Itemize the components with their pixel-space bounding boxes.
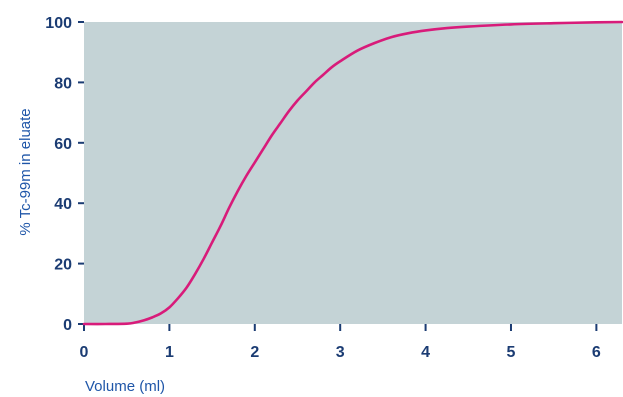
x-tick-label: 6 xyxy=(592,344,601,361)
series-line xyxy=(82,20,623,326)
y-tick-label: 0 xyxy=(63,317,72,334)
x-tick-label: 0 xyxy=(80,344,89,361)
y-tick-label: 100 xyxy=(45,15,72,32)
plot-area xyxy=(84,22,622,324)
x-axis: 0 1 2 3 4 5 6 xyxy=(80,324,601,361)
y-tick-label: 40 xyxy=(54,196,72,213)
x-tick-label: 1 xyxy=(165,344,174,361)
y-tick-label: 60 xyxy=(54,136,72,153)
y-tick-label: 20 xyxy=(54,257,72,274)
x-tick-label: 3 xyxy=(336,344,345,361)
y-tick-label: 80 xyxy=(54,75,72,92)
x-tick-label: 2 xyxy=(250,344,259,361)
x-tick-label: 5 xyxy=(507,344,516,361)
y-axis: 0 20 40 60 80 100 xyxy=(45,15,84,334)
y-axis-title: % Tc-99m in eluate xyxy=(17,108,34,235)
x-axis-title: Volume (ml) xyxy=(85,378,165,395)
x-tick-label: 4 xyxy=(421,344,430,361)
